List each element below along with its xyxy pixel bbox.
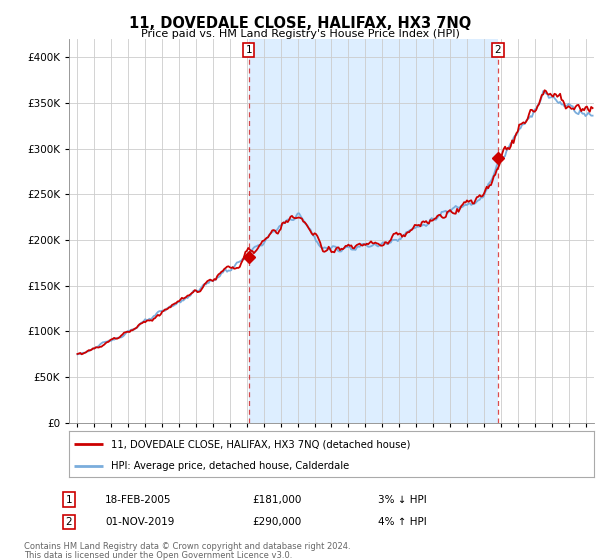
Text: 11, DOVEDALE CLOSE, HALIFAX, HX3 7NQ: 11, DOVEDALE CLOSE, HALIFAX, HX3 7NQ bbox=[129, 16, 471, 31]
Text: 1: 1 bbox=[245, 45, 252, 55]
Text: 2: 2 bbox=[494, 45, 501, 55]
Text: £290,000: £290,000 bbox=[252, 517, 301, 527]
Text: This data is licensed under the Open Government Licence v3.0.: This data is licensed under the Open Gov… bbox=[24, 551, 292, 560]
Text: 1: 1 bbox=[65, 494, 73, 505]
Text: Price paid vs. HM Land Registry's House Price Index (HPI): Price paid vs. HM Land Registry's House … bbox=[140, 29, 460, 39]
Text: HPI: Average price, detached house, Calderdale: HPI: Average price, detached house, Cald… bbox=[111, 461, 349, 470]
Text: 2: 2 bbox=[65, 517, 73, 527]
Text: 18-FEB-2005: 18-FEB-2005 bbox=[105, 494, 172, 505]
Text: 4% ↑ HPI: 4% ↑ HPI bbox=[378, 517, 427, 527]
Text: £181,000: £181,000 bbox=[252, 494, 301, 505]
Text: 11, DOVEDALE CLOSE, HALIFAX, HX3 7NQ (detached house): 11, DOVEDALE CLOSE, HALIFAX, HX3 7NQ (de… bbox=[111, 439, 410, 449]
Bar bbox=[249, 39, 498, 423]
Text: Contains HM Land Registry data © Crown copyright and database right 2024.: Contains HM Land Registry data © Crown c… bbox=[24, 542, 350, 551]
Text: 01-NOV-2019: 01-NOV-2019 bbox=[105, 517, 175, 527]
Text: 3% ↓ HPI: 3% ↓ HPI bbox=[378, 494, 427, 505]
